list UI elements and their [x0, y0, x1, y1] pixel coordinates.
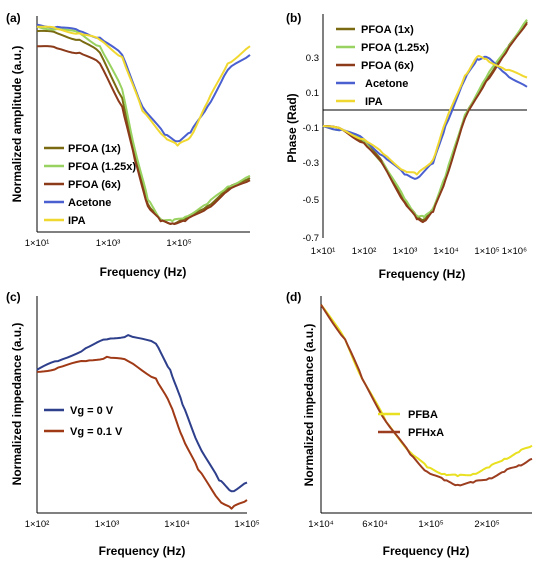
panel-a-xtick: 1×10³ — [96, 238, 121, 249]
panel-c: (c) 1×10² 1×10³ 1×10⁴ 1×10⁵ Frequency (H… — [6, 290, 260, 558]
panel-d-xlabel: Frequency (Hz) — [383, 544, 470, 558]
legend-label: PFOA (1x) — [68, 143, 121, 155]
series-line-pfoa-6x — [37, 45, 251, 226]
series-line-pfoa-1-25x — [322, 19, 528, 219]
series-line-ipa — [322, 54, 528, 176]
legend-label: PFOA (1x) — [361, 24, 414, 36]
panel-a-xtick: 1×10⁵ — [166, 238, 191, 249]
panel-a-label: (a) — [6, 11, 21, 25]
panel-b-ytick: 0.1 — [306, 88, 319, 99]
legend-label: Vg = 0 V — [70, 405, 114, 417]
panel-c-xtick: 1×10² — [25, 519, 50, 530]
panel-b-legend: PFOA (1x) PFOA (1.25x) PFOA (6x) Acetone… — [336, 24, 429, 108]
panel-c-legend: Vg = 0 V Vg = 0.1 V — [44, 405, 123, 438]
panel-d-label: (d) — [286, 290, 301, 304]
panel-a: (a) 1×10¹ 1×10³ 1×10⁵ Frequency (Hz) Nor… — [6, 11, 251, 279]
panel-b-xlabel: Frequency (Hz) — [379, 267, 466, 281]
panel-b-ytick: -0.1 — [303, 123, 319, 134]
series-line-ipa — [37, 25, 251, 147]
legend-label: PFOA (1.25x) — [361, 42, 429, 54]
legend-label: IPA — [68, 215, 86, 227]
panel-b-xtick: 1×10¹ — [311, 246, 336, 257]
legend-label: Vg = 0.1 V — [70, 426, 123, 438]
panel-c-label: (c) — [6, 290, 21, 304]
panel-d-legend: PFBA PFHxA — [378, 409, 444, 439]
panel-b-xtick: 1×10⁵ — [474, 246, 499, 257]
series-line-pfba — [320, 304, 533, 478]
panel-b-ytick: 0.3 — [306, 53, 319, 64]
panel-c-xtick: 1×10⁵ — [234, 519, 259, 530]
panel-b-xtick: 1×10⁶ — [502, 246, 527, 257]
legend-label: PFOA (6x) — [361, 60, 414, 72]
panel-a-series — [36, 23, 251, 226]
panel-c-xlabel: Frequency (Hz) — [99, 544, 186, 558]
panel-a-xlabel: Frequency (Hz) — [100, 265, 187, 279]
panel-c-xtick: 1×10³ — [95, 519, 120, 530]
legend-label: PFBA — [408, 409, 438, 421]
panel-b-series — [322, 19, 528, 224]
legend-label: Acetone — [365, 78, 408, 90]
panel-b-xtick: 1×10² — [352, 246, 377, 257]
panel-c-ylabel: Normalized impedance (a.u.) — [10, 323, 24, 486]
panel-b-label: (b) — [286, 11, 301, 25]
legend-label: PFHxA — [408, 427, 444, 439]
panel-a-legend: PFOA (1x) PFOA (1.25x) PFOA (6x) Acetone… — [44, 143, 136, 227]
legend-label: Acetone — [68, 197, 111, 209]
series-line-acetone — [36, 23, 251, 143]
series-line-vg-0-1-v — [36, 355, 248, 510]
panel-c-series — [36, 334, 248, 510]
panel-d-series — [320, 304, 533, 487]
panel-b-ytick: -0.3 — [303, 158, 319, 169]
legend-label: PFOA (6x) — [68, 179, 121, 191]
panel-a-ylabel: Normalized amplitude (a.u.) — [10, 46, 24, 203]
series-line-vg-0-v — [36, 334, 248, 493]
panel-c-xtick: 1×10⁴ — [164, 519, 189, 530]
panel-b-ytick: -0.5 — [303, 195, 319, 206]
panel-b-ylabel: Phase (Rad) — [285, 93, 299, 162]
legend-label: PFOA (1.25x) — [68, 161, 136, 173]
series-line-pfoa-6x — [322, 22, 528, 224]
panel-d: (d) 1×10⁴ 6×10⁴ 1×10⁵ 2×10⁵ Frequency (H… — [286, 290, 533, 558]
panel-d-xtick: 2×10⁵ — [474, 519, 499, 530]
panel-b-xtick: 1×10⁴ — [433, 246, 458, 257]
legend-label: IPA — [365, 96, 383, 108]
panel-d-xtick: 6×10⁴ — [362, 519, 387, 530]
panel-d-xtick: 1×10⁴ — [308, 519, 333, 530]
panel-a-xtick: 1×10¹ — [25, 238, 50, 249]
series-line-pfhxa — [320, 304, 533, 487]
series-line-acetone — [322, 55, 528, 180]
panel-b: (b) 0.3 0.1 -0.1 -0.3 -0.5 -0.7 1×10¹ 1×… — [285, 11, 528, 281]
panel-d-ylabel: Normalized impedance (a.u.) — [302, 324, 316, 487]
panel-b-xtick: 1×10³ — [393, 246, 418, 257]
panel-d-xtick: 1×10⁵ — [418, 519, 443, 530]
panel-b-ytick: -0.7 — [303, 233, 319, 244]
